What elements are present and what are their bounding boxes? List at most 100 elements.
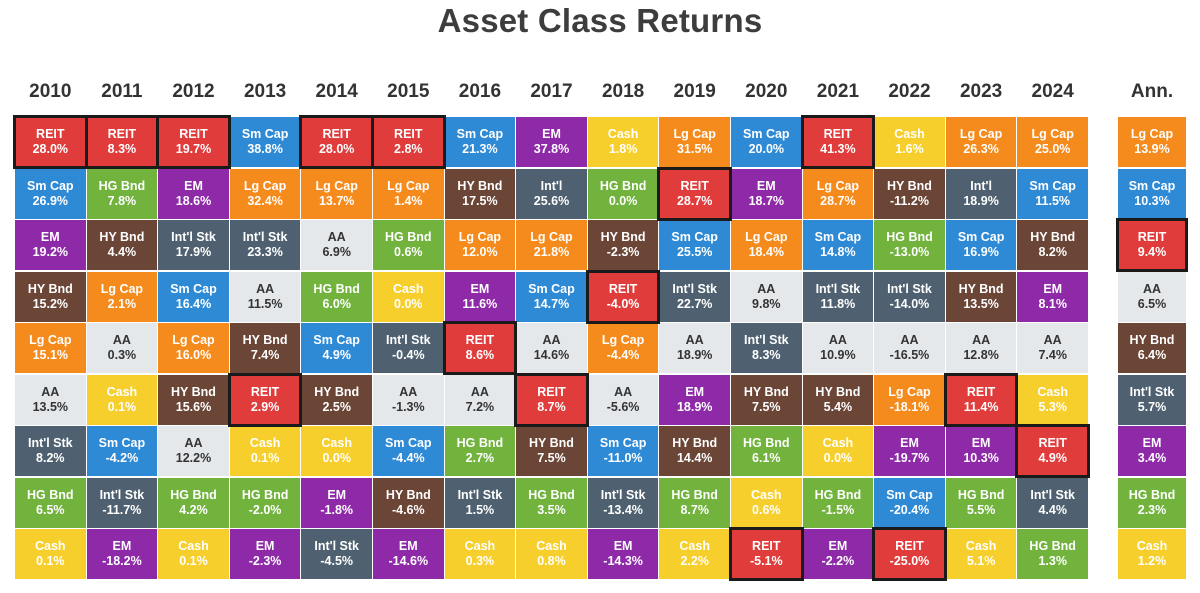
return-cell: AA 12.2% xyxy=(158,426,229,476)
return-cell: EM -14.3% xyxy=(587,529,659,579)
asset-class-label: AA xyxy=(542,333,561,347)
return-cell: Cash 0.0% xyxy=(301,426,372,476)
asset-class-label: AA xyxy=(41,384,60,399)
return-cell: Cash 1.6% xyxy=(874,117,945,167)
return-cell: AA 18.9% xyxy=(659,323,730,373)
return-cell: AA 6.9% xyxy=(301,220,372,270)
chart-title: Asset Class Returns xyxy=(437,2,763,39)
asset-class-label: Lg Cap xyxy=(959,127,1003,141)
column-label-ann: Ann. xyxy=(1130,81,1174,102)
return-cell: AA 12.8% xyxy=(945,323,1017,373)
return-value: -18.1% xyxy=(889,399,930,414)
return-value: 1.8% xyxy=(608,142,638,156)
return-cell: Cash 1.2% xyxy=(1118,529,1186,579)
return-cell: REIT 8.6% xyxy=(442,321,518,375)
return-value: -16.5% xyxy=(889,348,930,362)
return-cell: Cash 0.0% xyxy=(373,271,444,322)
return-cell: REIT 19.7% xyxy=(156,115,231,169)
asset-class-label: HY Bnd xyxy=(887,178,932,193)
return-cell: AA -1.3% xyxy=(373,374,444,425)
asset-class-label: HY Bnd xyxy=(171,384,216,399)
return-cell: Int'l Stk 8.3% xyxy=(731,323,802,373)
column-label-2024: 2024 xyxy=(1031,81,1074,102)
return-value: 0.8% xyxy=(537,554,566,568)
asset-class-label: REIT xyxy=(752,539,781,553)
return-value: 2.8% xyxy=(394,142,423,156)
return-cell: Cash 0.0% xyxy=(802,426,874,476)
return-value: 14.4% xyxy=(676,451,713,465)
return-cell: Cash 0.3% xyxy=(444,529,516,579)
return-value: -5.1% xyxy=(749,554,783,568)
return-cell: Int'l 25.6% xyxy=(516,168,587,219)
return-cell: REIT -4.0% xyxy=(585,269,661,324)
return-value: -4.4% xyxy=(606,348,640,362)
return-value: 17.9% xyxy=(175,245,212,259)
asset-class-label: Cash xyxy=(35,539,66,553)
return-cell: HY Bnd 15.6% xyxy=(158,374,229,425)
return-value: 21.8% xyxy=(533,245,570,259)
return-cell: HY Bnd -4.6% xyxy=(373,477,444,528)
return-value: 15.2% xyxy=(32,296,69,311)
asset-class-label: REIT xyxy=(823,127,853,141)
asset-class-label: Cash xyxy=(679,539,710,553)
return-value: 5.5% xyxy=(966,502,996,517)
return-value: 3.5% xyxy=(537,502,566,517)
asset-class-label: AA xyxy=(972,333,991,347)
asset-class-label: Sm Cap xyxy=(814,230,862,244)
return-cell: REIT 41.3% xyxy=(800,115,876,169)
return-value: 0.6% xyxy=(752,502,781,517)
return-cell: HY Bnd 7.4% xyxy=(229,323,301,373)
return-value: 16.9% xyxy=(963,245,999,259)
return-cell: HY Bnd 7.5% xyxy=(731,374,802,425)
asset-class-label: REIT xyxy=(1137,230,1167,244)
return-cell: Sm Cap -4.4% xyxy=(373,426,444,476)
return-value: 4.4% xyxy=(1038,502,1067,517)
return-value: -11.2% xyxy=(890,193,929,208)
return-value: -1.8% xyxy=(320,502,354,517)
return-cell: HY Bnd 15.2% xyxy=(15,271,86,322)
return-value: 20.0% xyxy=(748,142,785,156)
return-value: 10.3% xyxy=(1134,193,1170,208)
return-cell: Cash 2.2% xyxy=(659,529,730,579)
return-cell: HG Bnd 2.7% xyxy=(444,426,516,476)
return-cell: HG Bnd 4.2% xyxy=(158,477,229,528)
return-value: 18.9% xyxy=(676,399,713,414)
return-value: 18.9% xyxy=(963,193,999,208)
asset-class-label: Cash xyxy=(249,436,281,450)
asset-class-label: REIT xyxy=(680,178,709,193)
asset-class-label: Cash xyxy=(965,539,997,553)
return-cell: HG Bnd 6.5% xyxy=(15,477,86,528)
return-value: -14.6% xyxy=(388,554,429,568)
asset-class-label: Sm Cap xyxy=(599,436,647,450)
asset-class-label: Lg Cap xyxy=(601,333,645,347)
asset-class-label: AA xyxy=(470,384,489,399)
asset-class-label: HG Bnd xyxy=(957,487,1005,502)
return-cell: Int'l Stk 11.8% xyxy=(802,271,874,322)
asset-class-label: HG Bnd xyxy=(743,436,790,450)
column-label-2020: 2020 xyxy=(745,81,788,102)
return-cell: HG Bnd -1.5% xyxy=(802,477,874,528)
return-value: 19.7% xyxy=(175,142,212,156)
return-cell: AA 7.4% xyxy=(1017,323,1088,373)
return-value: 2.5% xyxy=(322,399,351,414)
return-cell: Lg Cap 13.7% xyxy=(301,168,372,219)
return-cell: EM 11.6% xyxy=(444,271,516,322)
return-cell: Lg Cap 13.9% xyxy=(1118,117,1186,167)
return-cell: Sm Cap 26.9% xyxy=(15,168,86,219)
return-cell: Sm Cap 11.5% xyxy=(1017,168,1088,219)
asset-class-label: REIT xyxy=(966,384,996,399)
asset-class-label: Cash xyxy=(178,539,209,553)
return-cell: Sm Cap 20.0% xyxy=(731,117,802,167)
return-value: -4.2% xyxy=(105,451,139,465)
return-cell: Int'l Stk 1.5% xyxy=(444,477,516,528)
return-value: 0.1% xyxy=(179,554,208,568)
return-value: 5.3% xyxy=(1038,399,1067,414)
column-label-2023: 2023 xyxy=(959,81,1003,102)
asset-class-label: REIT xyxy=(250,384,280,399)
return-value: 8.6% xyxy=(465,348,495,362)
asset-class-label: EM xyxy=(1043,281,1063,296)
return-value: 11.6% xyxy=(462,296,498,311)
return-value: 4.9% xyxy=(322,348,351,362)
return-value: 1.2% xyxy=(1137,554,1167,568)
return-value: 8.7% xyxy=(537,399,566,414)
